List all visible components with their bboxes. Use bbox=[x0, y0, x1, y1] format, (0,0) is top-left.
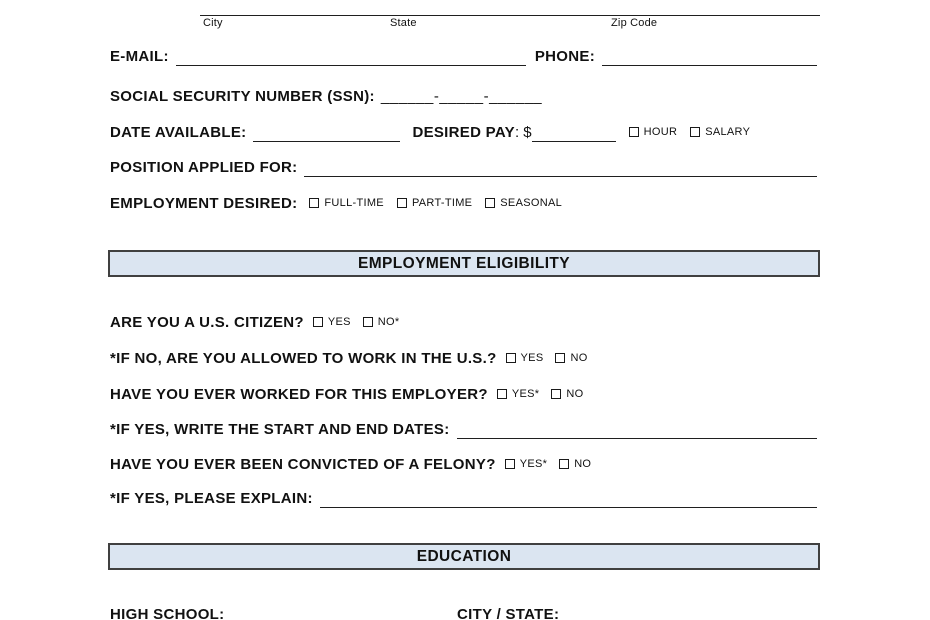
worked-yes-option: YES* bbox=[496, 386, 540, 404]
full-time-option: FULL-TIME bbox=[309, 195, 384, 213]
allowed-yes-label: YES bbox=[520, 352, 544, 364]
date-pay-row: DATE AVAILABLE: DESIRED PAY : $ HOUR SAL… bbox=[110, 122, 817, 142]
citizen-no-label: NO* bbox=[377, 316, 400, 328]
seasonal-option: SEASONAL bbox=[485, 195, 562, 213]
seasonal-option-label: SEASONAL bbox=[500, 197, 562, 209]
felony-no-option: NO bbox=[559, 456, 591, 474]
full-time-option-label: FULL-TIME bbox=[324, 197, 384, 209]
part-time-option-label: PART-TIME bbox=[411, 197, 473, 209]
seasonal-checkbox[interactable] bbox=[485, 198, 496, 208]
citizen-yes-option: YES bbox=[312, 314, 351, 332]
worked-no-checkbox[interactable] bbox=[551, 389, 562, 399]
allowed-yes-option: YES bbox=[505, 350, 544, 368]
employment-eligibility-section-header: EMPLOYMENT ELIGIBILITY bbox=[108, 250, 820, 277]
position-applied-label: POSITION APPLIED FOR: bbox=[110, 159, 298, 176]
please-explain-row: *IF YES, PLEASE EXPLAIN: bbox=[110, 488, 817, 508]
citizen-no-option: NO* bbox=[362, 314, 400, 332]
worked-for-employer-question-row: HAVE YOU EVER WORKED FOR THIS EMPLOYER? … bbox=[110, 384, 817, 404]
felony-no-checkbox[interactable] bbox=[559, 459, 570, 469]
email-label: E-MAIL: bbox=[110, 48, 169, 65]
full-time-checkbox[interactable] bbox=[309, 198, 320, 208]
education-section-header: EDUCATION bbox=[108, 543, 820, 570]
felony-question-label: HAVE YOU EVER BEEN CONVICTED OF A FELONY… bbox=[110, 456, 496, 473]
citizen-yes-checkbox[interactable] bbox=[312, 317, 323, 327]
salary-option-label: SALARY bbox=[705, 126, 751, 138]
ssn-row: SOCIAL SECURITY NUMBER (SSN): ______-___… bbox=[110, 86, 817, 106]
hour-option-label: HOUR bbox=[643, 126, 678, 138]
citizen-yes-label: YES bbox=[327, 316, 351, 328]
education-city-state-label: CITY / STATE: bbox=[457, 606, 560, 620]
part-time-checkbox[interactable] bbox=[396, 198, 407, 208]
hour-checkbox[interactable] bbox=[628, 127, 639, 137]
phone-input-line[interactable] bbox=[602, 47, 817, 66]
email-input-line[interactable] bbox=[175, 47, 526, 66]
allowed-no-checkbox[interactable] bbox=[555, 353, 566, 363]
allowed-to-work-question-row: *IF NO, ARE YOU ALLOWED TO WORK IN THE U… bbox=[110, 348, 817, 368]
employment-eligibility-title: EMPLOYMENT ELIGIBILITY bbox=[357, 254, 571, 272]
employment-desired-label: EMPLOYMENT DESIRED: bbox=[110, 195, 298, 212]
employment-desired-row: EMPLOYMENT DESIRED: FULL-TIME PART-TIME … bbox=[110, 193, 817, 213]
worked-no-label: NO bbox=[566, 388, 584, 400]
part-time-option: PART-TIME bbox=[396, 195, 473, 213]
education-title: EDUCATION bbox=[416, 547, 512, 565]
phone-label: PHONE: bbox=[534, 48, 595, 65]
ssn-label: SOCIAL SECURITY NUMBER (SSN): bbox=[110, 88, 375, 105]
worked-for-employer-question-label: HAVE YOU EVER WORKED FOR THIS EMPLOYER? bbox=[110, 386, 488, 403]
please-explain-label: *IF YES, PLEASE EXPLAIN: bbox=[110, 490, 313, 507]
state-label: State bbox=[390, 17, 417, 29]
zip-code-label: Zip Code bbox=[611, 17, 658, 29]
worked-yes-label: YES* bbox=[511, 388, 540, 400]
salary-checkbox[interactable] bbox=[690, 127, 701, 137]
felony-yes-checkbox[interactable] bbox=[504, 459, 515, 469]
desired-pay-label: DESIRED PAY bbox=[412, 124, 515, 141]
felony-yes-label: YES* bbox=[519, 458, 548, 470]
salary-option: SALARY bbox=[690, 124, 750, 142]
high-school-label: HIGH SCHOOL: bbox=[110, 606, 225, 620]
allowed-no-label: NO bbox=[570, 352, 588, 364]
allowed-to-work-question-label: *IF NO, ARE YOU ALLOWED TO WORK IN THE U… bbox=[110, 350, 497, 367]
position-row: POSITION APPLIED FOR: bbox=[110, 157, 817, 177]
citizen-question-row: ARE YOU A U.S. CITIZEN? YES NO* bbox=[110, 312, 817, 332]
felony-question-row: HAVE YOU EVER BEEN CONVICTED OF A FELONY… bbox=[110, 454, 817, 474]
email-phone-row: E-MAIL: PHONE: bbox=[110, 46, 817, 66]
allowed-yes-checkbox[interactable] bbox=[505, 353, 516, 363]
date-available-input-line[interactable] bbox=[253, 123, 401, 142]
address-entry-line[interactable] bbox=[200, 15, 820, 16]
position-input-line[interactable] bbox=[304, 158, 817, 177]
felony-yes-option: YES* bbox=[504, 456, 548, 474]
worked-no-option: NO bbox=[551, 386, 583, 404]
desired-pay-separator: : $ bbox=[514, 124, 532, 141]
city-label: City bbox=[203, 17, 223, 29]
start-end-dates-input-line[interactable] bbox=[456, 420, 817, 439]
citizen-no-checkbox[interactable] bbox=[362, 317, 373, 327]
felony-no-label: NO bbox=[574, 458, 592, 470]
ssn-input-line[interactable]: ______-_____-______ bbox=[380, 88, 543, 105]
citizen-question-label: ARE YOU A U.S. CITIZEN? bbox=[110, 314, 304, 331]
hour-option: HOUR bbox=[628, 124, 678, 142]
desired-pay-input-line[interactable] bbox=[531, 123, 616, 142]
worked-yes-checkbox[interactable] bbox=[496, 389, 507, 399]
allowed-no-option: NO bbox=[555, 350, 587, 368]
date-available-label: DATE AVAILABLE: bbox=[110, 124, 247, 141]
please-explain-input-line[interactable] bbox=[319, 489, 817, 508]
start-end-dates-row: *IF YES, WRITE THE START AND END DATES: bbox=[110, 419, 817, 439]
start-end-dates-label: *IF YES, WRITE THE START AND END DATES: bbox=[110, 421, 450, 438]
